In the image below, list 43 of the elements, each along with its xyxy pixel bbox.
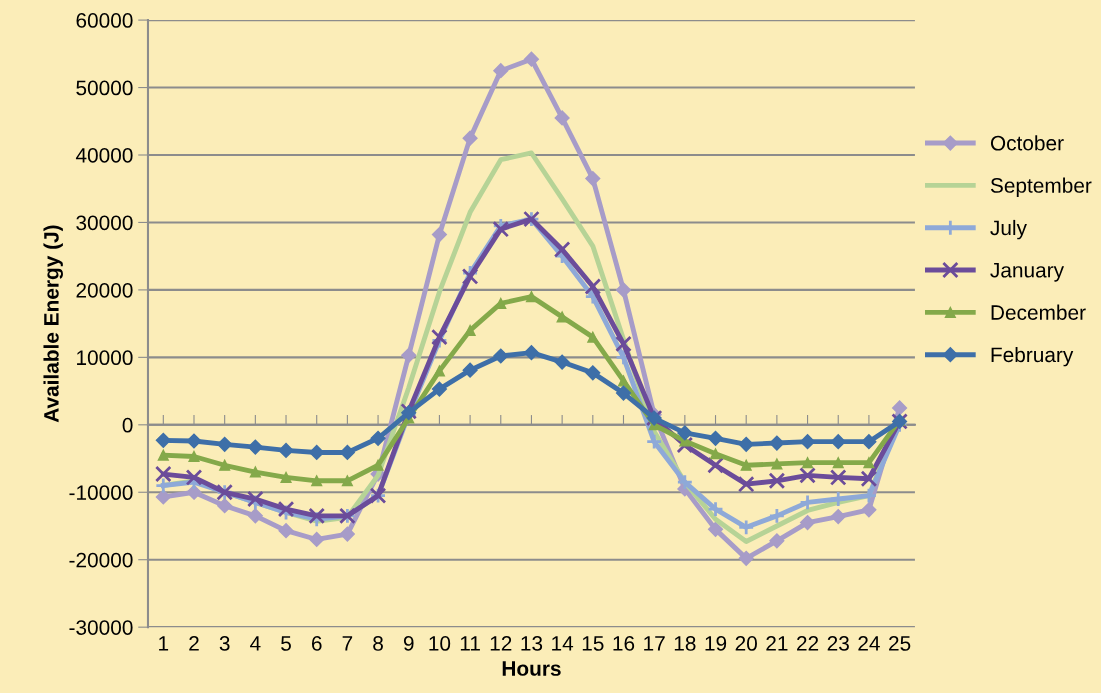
y-tick-label: 20000 bbox=[76, 282, 133, 298]
y-axis-title: Available Energy (J) bbox=[43, 225, 63, 423]
x-tick-label: 14 bbox=[552, 636, 574, 651]
x-tick-label: 13 bbox=[521, 636, 543, 651]
x-tick-label: 6 bbox=[311, 636, 322, 651]
x-tick-label: 15 bbox=[582, 636, 604, 651]
legend-label: September bbox=[990, 177, 1092, 197]
x-tick-label: 23 bbox=[827, 636, 849, 651]
x-axis-title: Hours bbox=[502, 661, 561, 676]
x-tick-label: 25 bbox=[889, 636, 911, 651]
y-tick-label: 50000 bbox=[76, 80, 133, 96]
legend-label: January bbox=[990, 263, 1065, 282]
y-tick-label: -10000 bbox=[69, 485, 133, 501]
y-tick-label: -30000 bbox=[69, 620, 133, 635]
x-tick-label: 12 bbox=[490, 636, 512, 651]
y-tick-label: 10000 bbox=[77, 350, 133, 366]
x-tick-label: 10 bbox=[429, 636, 451, 651]
y-tick-label: 30000 bbox=[76, 215, 133, 231]
x-tick-label: 24 bbox=[858, 636, 880, 651]
x-tick-label: 3 bbox=[219, 636, 230, 651]
x-tick-label: 1 bbox=[159, 636, 169, 651]
x-tick-label: 19 bbox=[705, 636, 727, 651]
x-tick-label: 11 bbox=[460, 636, 480, 651]
x-tick-label: 17 bbox=[644, 636, 665, 651]
x-tick-label: 2 bbox=[189, 636, 199, 651]
x-tick-label: 21 bbox=[766, 636, 788, 651]
x-tick-label: 20 bbox=[735, 636, 757, 651]
x-tick-label: 7 bbox=[342, 636, 353, 651]
x-tick-label: 8 bbox=[373, 636, 383, 651]
y-tick-label: -20000 bbox=[69, 552, 133, 568]
x-tick-label: 22 bbox=[797, 636, 819, 651]
legend-label: July bbox=[990, 219, 1027, 240]
legend-label: February bbox=[991, 346, 1074, 367]
y-tick-label: 60000 bbox=[76, 13, 133, 28]
x-tick-label: 5 bbox=[281, 636, 291, 651]
x-tick-label: 9 bbox=[403, 636, 414, 651]
x-tick-label: 18 bbox=[674, 636, 696, 651]
y-tick-label: 40000 bbox=[75, 148, 133, 163]
x-tick-label: 16 bbox=[613, 636, 635, 651]
y-tick-label: 0 bbox=[122, 417, 133, 433]
legend-label: December bbox=[991, 304, 1086, 320]
x-tick-label: 4 bbox=[250, 636, 261, 651]
legend-label: October bbox=[990, 135, 1064, 151]
